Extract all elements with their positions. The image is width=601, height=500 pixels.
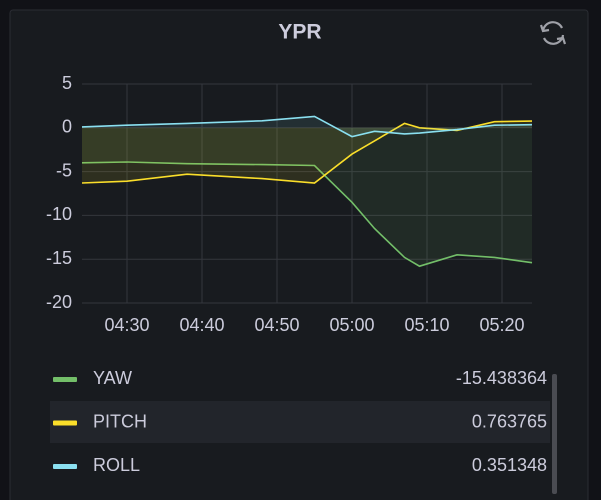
legend-swatch bbox=[53, 420, 77, 426]
legend-label: PITCH bbox=[93, 411, 147, 431]
y-tick-label: -20 bbox=[46, 292, 72, 312]
x-tick-label: 04:40 bbox=[179, 315, 224, 335]
legend-label: YAW bbox=[93, 368, 132, 388]
series-area bbox=[82, 121, 532, 183]
x-tick-label: 04:30 bbox=[104, 315, 149, 335]
y-tick-label: -5 bbox=[56, 160, 72, 180]
legend-value: 0.763765 bbox=[472, 411, 547, 431]
legend-row-highlight bbox=[50, 401, 550, 443]
y-tick-label: 0 bbox=[62, 117, 72, 137]
y-tick-label: -10 bbox=[46, 204, 72, 224]
legend-swatch bbox=[53, 377, 77, 382]
legend-label: ROLL bbox=[93, 455, 140, 475]
legend-value: -15.438364 bbox=[456, 368, 547, 388]
chart-title: YPR bbox=[278, 21, 321, 44]
series-area bbox=[82, 127, 532, 267]
legend-value: 0.351348 bbox=[472, 455, 547, 475]
refresh-icon[interactable] bbox=[539, 21, 567, 45]
legend-swatch bbox=[53, 464, 77, 469]
series-line bbox=[81, 161, 533, 268]
x-tick-label: 05:10 bbox=[404, 315, 449, 335]
series-line bbox=[81, 115, 533, 138]
x-tick-label: 05:00 bbox=[329, 315, 374, 335]
panel bbox=[9, 9, 589, 500]
y-tick-label: 5 bbox=[62, 73, 72, 93]
y-tick-label: -15 bbox=[46, 248, 72, 268]
scrollbar[interactable] bbox=[552, 374, 557, 494]
x-tick-label: 04:50 bbox=[254, 315, 299, 335]
x-tick-label: 05:20 bbox=[479, 315, 524, 335]
series-area bbox=[82, 116, 532, 137]
